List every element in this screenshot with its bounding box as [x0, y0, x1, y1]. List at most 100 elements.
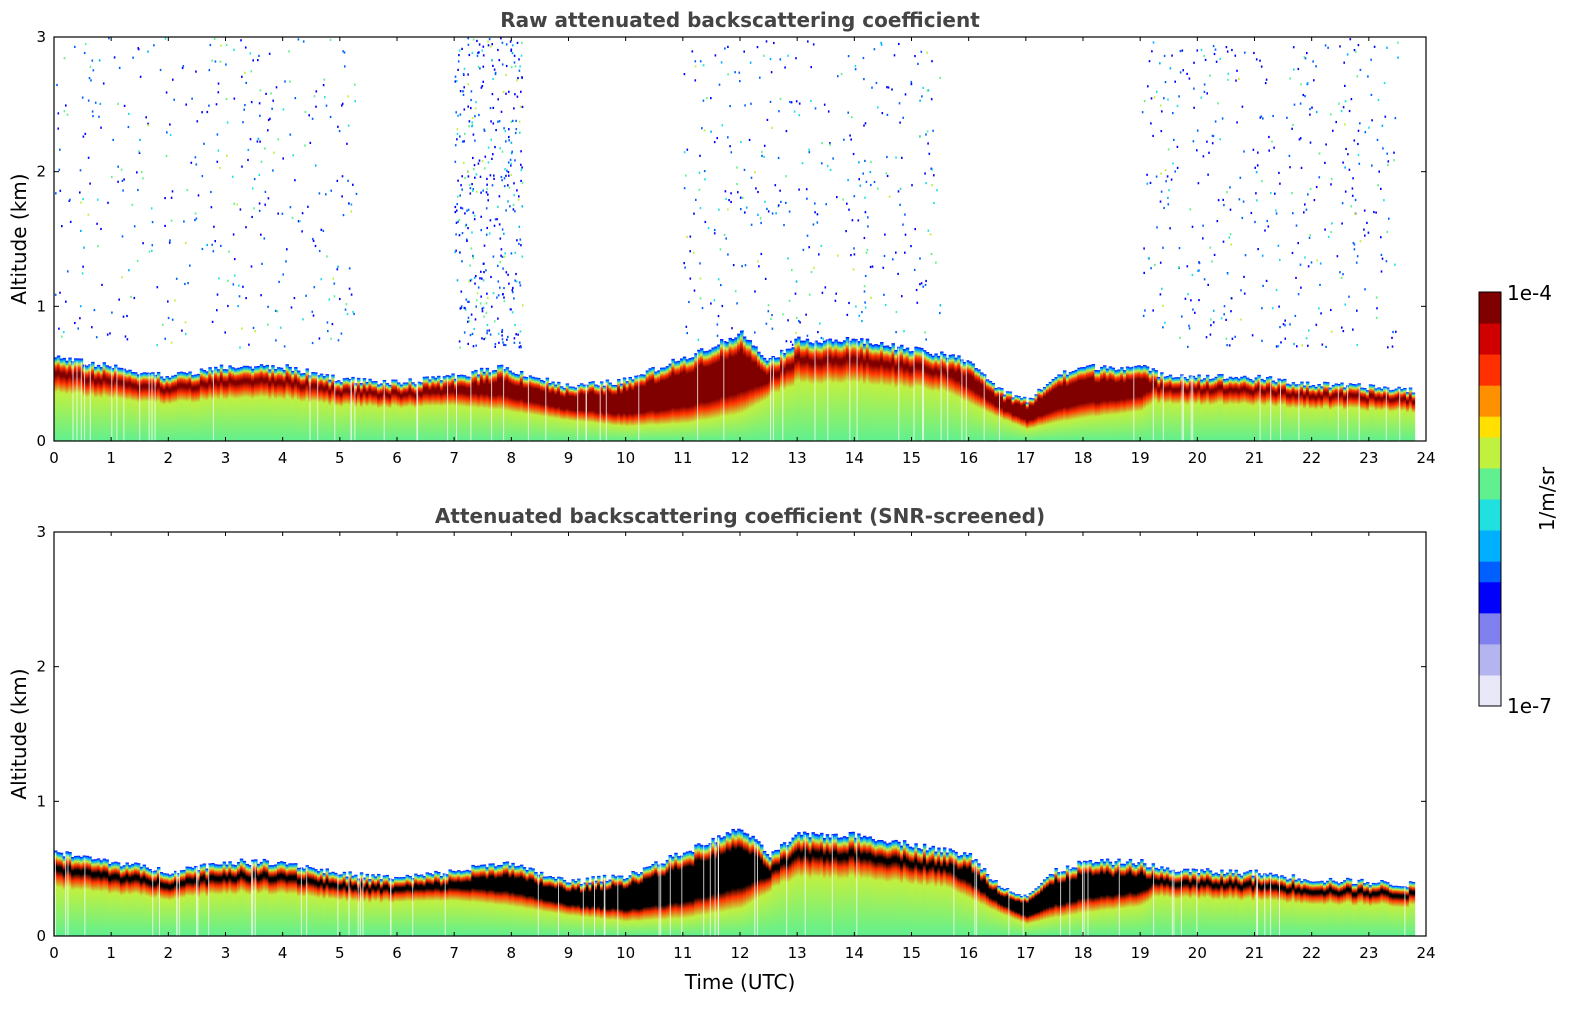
x-tick-label: 3 [221, 449, 231, 467]
x-tick-label: 16 [959, 449, 978, 467]
x-tick-label: 7 [449, 944, 459, 962]
y-tick-label: 3 [36, 28, 46, 46]
x-tick-label: 14 [845, 944, 864, 962]
colorbar-max-label: 1e-4 [1507, 281, 1552, 305]
x-tick-label: 11 [673, 944, 692, 962]
y-tick-label: 0 [36, 927, 46, 945]
y-tick-label: 1 [36, 792, 46, 810]
x-tick-label: 11 [673, 449, 692, 467]
x-tick-label: 18 [1073, 944, 1092, 962]
colorbar-segment [1479, 592, 1501, 603]
x-tick-label: 23 [1359, 944, 1378, 962]
x-tick-label: 0 [49, 944, 59, 962]
y-tick-label: 0 [36, 432, 46, 450]
colorbar-segment [1479, 550, 1501, 562]
top-plot-area [54, 37, 1426, 441]
colorbar-segment [1479, 623, 1501, 635]
noise-speckle [54, 37, 1399, 349]
colorbar-segment [1479, 643, 1501, 655]
x-tick-label: 6 [392, 449, 402, 467]
x-tick-label: 4 [278, 944, 288, 962]
x-tick-label: 13 [788, 449, 807, 467]
backscatter-layer [54, 828, 1416, 936]
colorbar-min-label: 1e-7 [1507, 694, 1552, 718]
top-y-axis-label: Altitude (km) [7, 173, 31, 304]
colorbar-segment [1479, 343, 1501, 355]
top-y-ticks: 0 1 2 3 [36, 28, 1426, 450]
top-x-ticks: 0 1 2 3 4 5 6 7 8 9 10 11 12 13 14 15 16 17 18 19 20 21 22 23 24 [49, 37, 1436, 467]
x-tick-label: 14 [845, 449, 864, 467]
x-tick-label: 5 [335, 944, 345, 962]
colorbar-segment [1479, 323, 1501, 334]
x-tick-label: 20 [1188, 449, 1207, 467]
colorbar-segment [1479, 530, 1501, 541]
colorbar-segment [1479, 405, 1501, 417]
colorbar-segment [1479, 664, 1501, 676]
colorbar-segment [1479, 478, 1501, 490]
x-tick-label: 15 [902, 449, 921, 467]
backscatter-layer [54, 330, 1416, 441]
y-tick-label: 1 [36, 297, 46, 315]
colorbar-segment [1479, 302, 1501, 314]
x-axis-label: Time (UTC) [684, 970, 796, 994]
x-tick-label: 9 [564, 449, 574, 467]
colorbar-segment [1479, 333, 1501, 345]
colorbar-segment [1479, 612, 1501, 624]
colorbar-segment [1479, 499, 1501, 510]
colorbar-segment [1479, 395, 1501, 407]
y-tick-label: 2 [36, 658, 46, 676]
colorbar-segment [1479, 292, 1501, 303]
bottom-x-ticks: 0 1 2 3 4 5 6 7 8 9 10 11 12 13 14 15 16 17 18 19 20 21 22 23 24 [49, 532, 1436, 962]
colorbar-segment [1479, 416, 1501, 428]
colorbar-frame [1478, 291, 1502, 707]
x-tick-label: 2 [164, 944, 174, 962]
colorbar-segment [1479, 436, 1501, 448]
x-tick-label: 19 [1131, 944, 1150, 962]
colorbar-segment [1479, 674, 1501, 686]
top-panel-title: Raw attenuated backscattering coefficien… [500, 8, 980, 32]
x-tick-label: 22 [1302, 449, 1321, 467]
x-tick-label: 17 [1016, 944, 1035, 962]
x-tick-label: 24 [1416, 944, 1435, 962]
x-tick-label: 3 [221, 944, 231, 962]
colorbar-segment [1479, 571, 1501, 583]
colorbar-segment [1479, 354, 1501, 365]
bottom-panel: Attenuated backscattering coefficient (S… [7, 504, 1436, 994]
x-tick-label: 9 [564, 944, 574, 962]
x-tick-label: 7 [449, 449, 459, 467]
colorbar-segment [1479, 540, 1501, 552]
x-tick-label: 18 [1073, 449, 1092, 467]
colorbar-segment [1479, 364, 1501, 376]
colorbar-gradient [1479, 292, 1501, 707]
colorbar-units-label: 1/m/sr [1535, 466, 1559, 531]
colorbar-segment [1479, 581, 1501, 593]
x-tick-label: 20 [1188, 944, 1207, 962]
x-tick-label: 17 [1016, 449, 1035, 467]
colorbar-segment [1479, 602, 1501, 614]
colorbar-segment [1479, 561, 1501, 572]
colorbar-segment [1479, 519, 1501, 531]
colorbar-segment [1479, 695, 1501, 707]
colorbar-segment [1479, 654, 1501, 666]
colorbar-segment [1479, 447, 1501, 459]
x-tick-label: 4 [278, 449, 288, 467]
x-tick-label: 15 [902, 944, 921, 962]
x-tick-label: 22 [1302, 944, 1321, 962]
colorbar-segment [1479, 633, 1501, 645]
x-tick-label: 8 [507, 449, 517, 467]
x-tick-label: 10 [616, 944, 635, 962]
colorbar-segment [1479, 385, 1501, 396]
bottom-plot-area [54, 532, 1426, 936]
colorbar-segment [1479, 426, 1501, 438]
bottom-y-axis-label: Altitude (km) [7, 668, 31, 799]
x-tick-label: 21 [1245, 944, 1264, 962]
bottom-y-ticks: 0 1 2 3 [36, 523, 1426, 945]
colorbar-segment [1479, 467, 1501, 479]
top-panel: Raw attenuated backscattering coefficien… [7, 8, 1436, 467]
colorbar-segment [1479, 312, 1501, 324]
colorbar: 1e-4 1e-7 1/m/sr [1478, 281, 1559, 718]
y-tick-label: 3 [36, 523, 46, 541]
x-tick-label: 16 [959, 944, 978, 962]
x-tick-label: 1 [106, 944, 116, 962]
